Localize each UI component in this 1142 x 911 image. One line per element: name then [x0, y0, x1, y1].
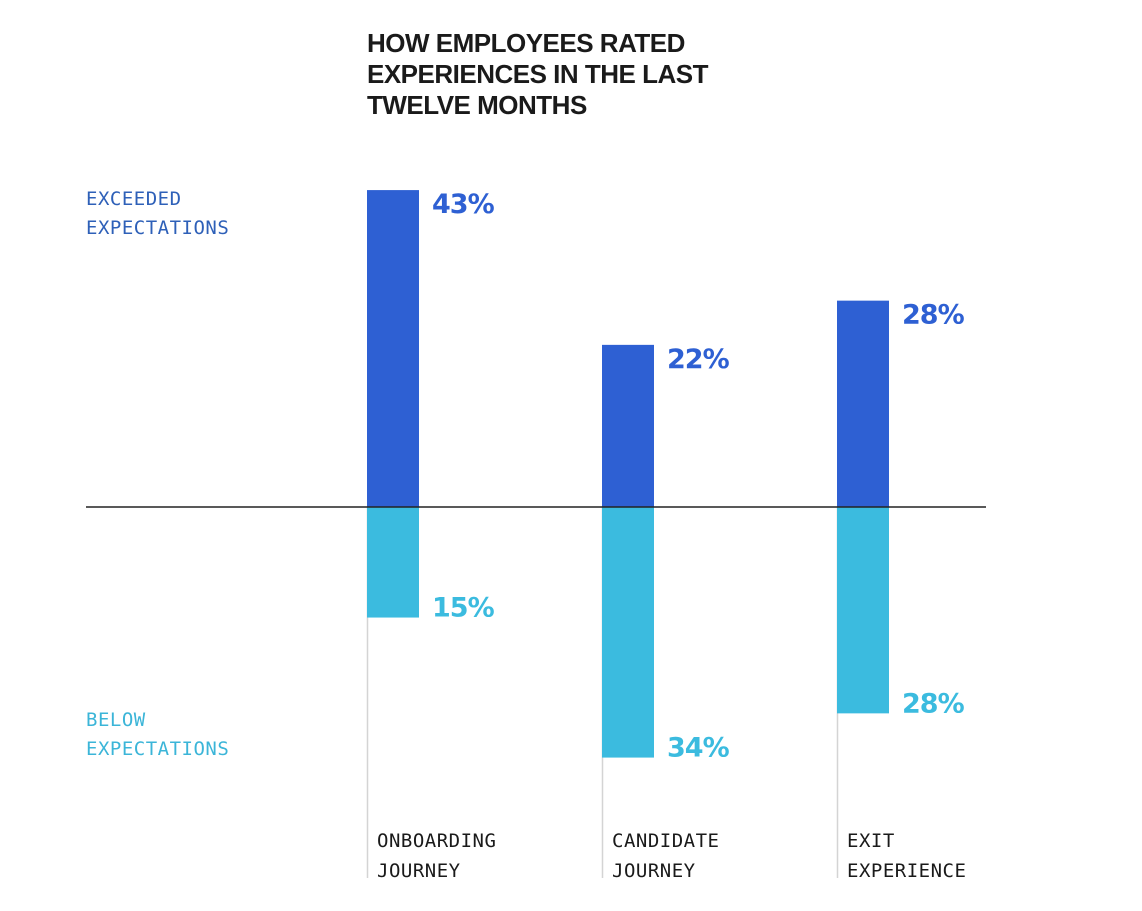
legend-line: EXCEEDED [86, 188, 182, 210]
category-label-exit: EXIT EXPERIENCE [847, 826, 966, 886]
title-line: TWELVE MONTHS [367, 90, 587, 120]
data-label-exceeded-exit: 28% [902, 300, 965, 331]
data-label-below-onboarding: 15% [432, 593, 495, 624]
legend-line: EXPECTATIONS [86, 217, 230, 239]
legend-below-expectations: BELOW EXPECTATIONS [86, 706, 229, 764]
chart-title: HOW EMPLOYEES RATED EXPERIENCES IN THE L… [367, 28, 747, 121]
title-line: EXPERIENCES IN THE LAST [367, 59, 709, 89]
category-line: JOURNEY [612, 860, 696, 882]
title-line: HOW EMPLOYEES RATED [367, 28, 685, 58]
legend-line: BELOW [86, 709, 146, 731]
category-label-candidate: CANDIDATE JOURNEY [612, 826, 719, 886]
legend-exceeded-expectations: EXCEEDED EXPECTATIONS [86, 185, 229, 243]
data-label-exceeded-onboarding: 43% [432, 189, 495, 220]
bar-below-onboarding [367, 507, 419, 618]
bar-exceeded-candidate [602, 344, 654, 507]
category-line: EXPERIENCE [847, 860, 967, 882]
category-line: JOURNEY [377, 860, 461, 882]
legend-line: EXPECTATIONS [86, 738, 230, 760]
category-line: EXIT [847, 830, 895, 852]
category-label-onboarding: ONBOARDING JOURNEY [377, 826, 496, 886]
data-label-below-candidate: 34% [667, 733, 730, 764]
category-line: CANDIDATE [612, 830, 720, 852]
bar-below-candidate [602, 507, 654, 758]
bar-exceeded-exit [837, 300, 889, 507]
data-label-exceeded-candidate: 22% [667, 344, 730, 375]
bar-below-exit [837, 507, 889, 714]
bar-exceeded-onboarding [367, 190, 419, 507]
data-label-below-exit: 28% [902, 688, 965, 719]
category-line: ONBOARDING [377, 830, 497, 852]
